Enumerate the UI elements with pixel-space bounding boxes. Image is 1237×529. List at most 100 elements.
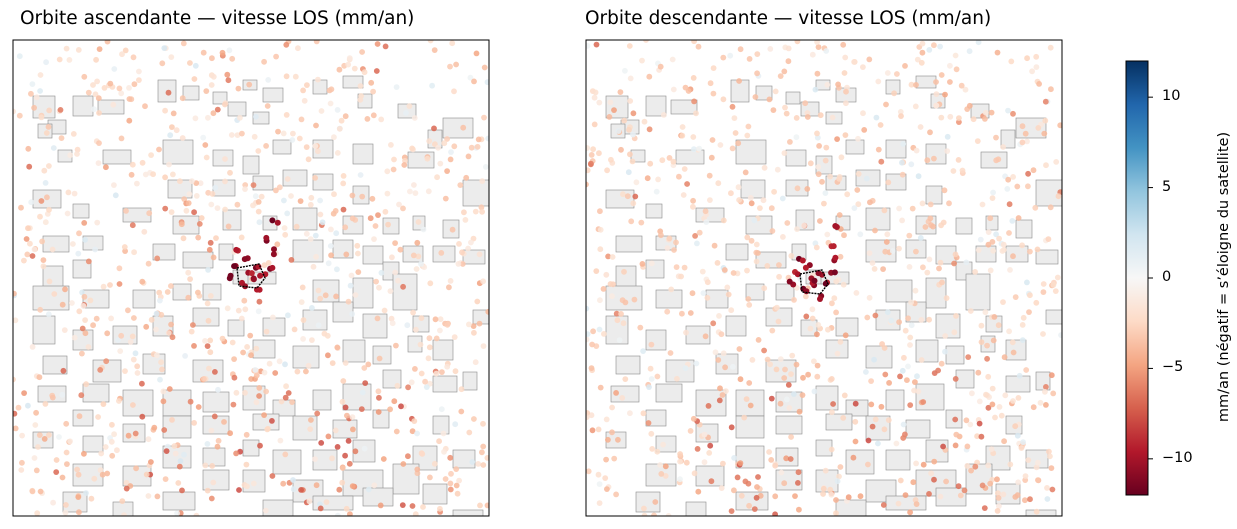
ps-point xyxy=(866,250,873,256)
ps-point xyxy=(362,380,369,386)
ps-point xyxy=(256,385,263,391)
ps-point xyxy=(38,198,45,204)
ps-point xyxy=(202,338,208,344)
ps-point xyxy=(201,376,207,382)
ps-point xyxy=(794,226,800,233)
ps-point xyxy=(606,114,613,120)
ps-point xyxy=(246,81,253,88)
ps-point xyxy=(388,142,394,148)
ps-point xyxy=(410,309,416,316)
ps-point xyxy=(355,269,362,275)
ps-point xyxy=(989,401,996,408)
ps-point xyxy=(795,480,801,486)
ps-point xyxy=(175,480,182,486)
ps-point xyxy=(1047,453,1053,460)
ps-point xyxy=(313,253,319,260)
ps-point xyxy=(433,335,440,342)
ps-point xyxy=(590,328,596,335)
ps-point xyxy=(438,250,445,256)
ps-point xyxy=(272,370,279,376)
ps-point xyxy=(182,353,189,359)
ps-point xyxy=(938,360,945,367)
ps-point xyxy=(665,513,672,516)
ps-point xyxy=(427,474,433,481)
ps-point xyxy=(586,167,591,174)
ps-point xyxy=(258,193,265,200)
ps-point xyxy=(146,210,153,217)
ps-point xyxy=(210,254,217,261)
ps-point xyxy=(922,224,929,230)
ps-point xyxy=(459,249,465,256)
ps-point xyxy=(273,53,279,60)
ps-point xyxy=(952,52,959,59)
ps-point xyxy=(197,180,204,187)
ps-point xyxy=(794,185,801,192)
ps-point xyxy=(1016,372,1023,379)
ps-point xyxy=(282,451,289,458)
building-footprint xyxy=(452,509,484,516)
ps-point xyxy=(349,311,355,317)
ps-point xyxy=(831,295,838,302)
building-footprint xyxy=(955,217,973,235)
ps-point xyxy=(947,113,954,120)
ps-point xyxy=(154,352,160,359)
ps-point xyxy=(782,104,788,111)
ps-point xyxy=(471,78,477,85)
ps-point xyxy=(390,166,397,173)
ps-point xyxy=(423,384,430,390)
ps-point xyxy=(603,416,610,423)
building-footprint xyxy=(1005,375,1031,393)
ps-point xyxy=(56,434,62,440)
ps-point xyxy=(79,289,85,296)
ps-point xyxy=(841,70,848,76)
ps-point xyxy=(805,371,811,378)
ps-point xyxy=(953,431,960,438)
ps-point xyxy=(738,492,745,499)
ps-point xyxy=(193,193,200,199)
ps-point xyxy=(827,173,833,180)
building-footprint xyxy=(715,353,739,375)
ps-point xyxy=(1010,253,1016,260)
ps-point xyxy=(278,398,285,405)
ps-point xyxy=(1033,53,1040,60)
ps-point xyxy=(255,308,262,315)
ps-point xyxy=(609,293,615,300)
ps-point xyxy=(208,427,215,434)
building-footprint xyxy=(945,345,965,365)
ps-point xyxy=(891,90,897,97)
ps-point xyxy=(361,365,368,371)
ps-point xyxy=(409,503,416,509)
ps-point xyxy=(1015,215,1022,221)
ps-point xyxy=(900,421,907,428)
ps-point xyxy=(484,502,489,509)
ps-point xyxy=(904,377,910,383)
ps-point xyxy=(109,421,115,428)
ps-point xyxy=(993,231,999,238)
ps-point xyxy=(918,317,925,323)
ps-point xyxy=(479,449,485,456)
ps-point xyxy=(457,182,464,189)
ps-point xyxy=(481,114,487,121)
ps-point xyxy=(74,146,81,153)
ps-point xyxy=(593,268,600,274)
ps-point xyxy=(312,232,319,239)
ps-point xyxy=(842,332,849,339)
ps-point xyxy=(31,455,38,461)
ps-point xyxy=(357,83,364,89)
ps-point xyxy=(80,303,87,309)
ps-point xyxy=(926,256,933,263)
ps-point xyxy=(444,363,451,370)
ps-point xyxy=(931,458,938,465)
building-footprint xyxy=(745,283,765,301)
ps-point xyxy=(161,427,168,433)
ps-point xyxy=(596,150,602,157)
ps-point xyxy=(845,494,852,501)
ps-point xyxy=(617,89,624,95)
ps-point xyxy=(820,491,826,497)
ps-point xyxy=(773,366,780,373)
ps-point xyxy=(187,276,194,282)
ps-point xyxy=(178,221,185,228)
ps-point xyxy=(76,413,83,420)
ps-point xyxy=(64,210,71,217)
ps-point-anomaly xyxy=(257,272,264,279)
